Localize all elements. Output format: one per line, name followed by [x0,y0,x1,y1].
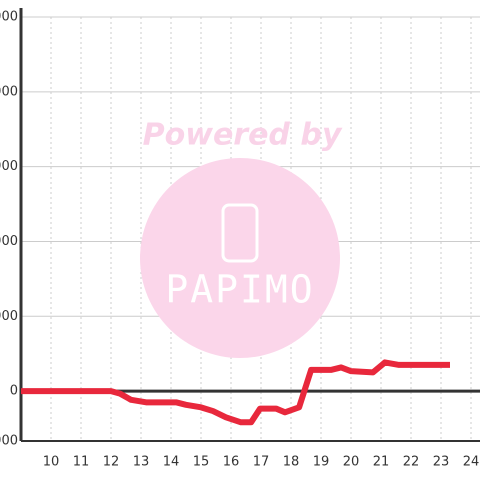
y-tick-label: -20,000 [0,434,18,449]
x-tick-label: 10 [43,455,60,470]
watermark-circle [140,158,340,358]
y-tick-label: 0 [10,384,18,399]
watermark-logo: PAPIMO [165,268,314,312]
x-tick-label: 22 [403,455,420,470]
x-tick-label: 16 [223,455,240,470]
watermark-icon [221,203,259,263]
x-tick-label: 11 [73,455,90,470]
watermark-text: Powered by [143,118,343,153]
x-tick-label: 18 [283,455,300,470]
y-tick-label: 60,000 [0,234,18,249]
x-tick-label: 15 [193,455,210,470]
x-tick-label: 20 [343,455,360,470]
x-tick-label: 24 [463,455,480,470]
x-tick-label: 14 [163,455,180,470]
x-tick-label: 13 [133,455,150,470]
y-tick-label: 90,000 [0,159,18,174]
data-line [21,359,450,426]
x-tick-label: 17 [253,455,270,470]
x-tick-label: 19 [313,455,330,470]
x-tick-label: 21 [373,455,390,470]
y-tick-label: 30,000 [0,309,18,324]
x-tick-label: 12 [103,455,120,470]
y-tick-label: 150,000 [0,10,18,25]
x-tick-label: 23 [433,455,450,470]
y-tick-label: 120,000 [0,84,18,99]
